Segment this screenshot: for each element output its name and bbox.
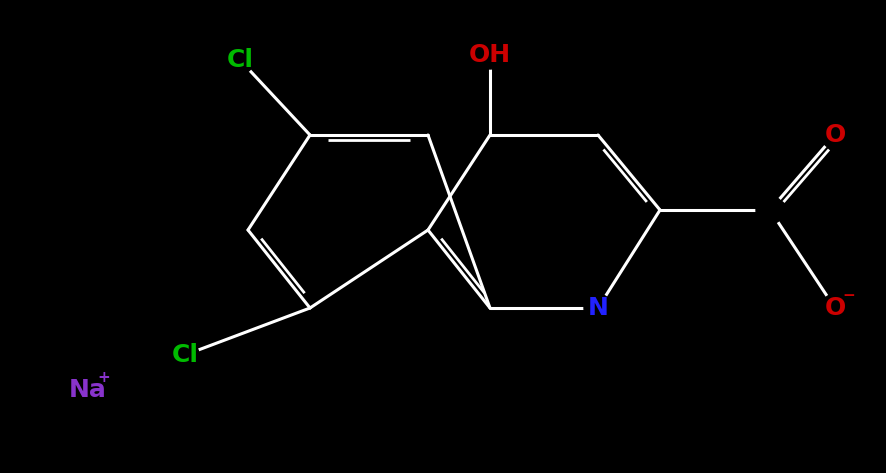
Text: +: + bbox=[97, 370, 110, 385]
Circle shape bbox=[820, 294, 848, 322]
Text: O: O bbox=[823, 123, 844, 147]
Circle shape bbox=[226, 46, 253, 74]
Text: Cl: Cl bbox=[171, 343, 198, 367]
Circle shape bbox=[74, 376, 102, 404]
Text: O: O bbox=[823, 296, 844, 320]
Circle shape bbox=[171, 341, 198, 369]
Circle shape bbox=[476, 41, 503, 69]
Text: Cl: Cl bbox=[226, 48, 253, 72]
Text: Na: Na bbox=[69, 378, 107, 402]
Text: −: − bbox=[842, 289, 854, 304]
Circle shape bbox=[583, 294, 611, 322]
Text: N: N bbox=[587, 296, 608, 320]
Text: OH: OH bbox=[469, 43, 510, 67]
Circle shape bbox=[755, 196, 783, 224]
Circle shape bbox=[820, 121, 848, 149]
